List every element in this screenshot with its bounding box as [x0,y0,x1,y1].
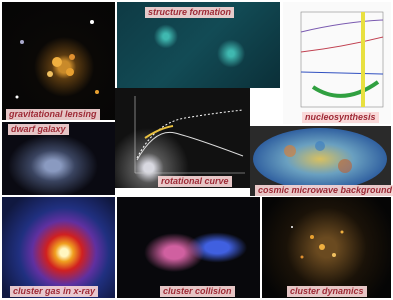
rotation-curve-image [115,88,250,188]
panel-label: rotational curve [158,176,232,187]
lensing-image [2,2,115,120]
collage: gravitational lensing structure formatio… [0,0,393,300]
panel-label: gravitational lensing [6,109,100,120]
panel-label: dwarf galaxy [8,124,69,135]
lensing-stars [2,2,115,120]
panel-label: cluster gas in x-ray [10,286,98,297]
dynamics-stars [262,197,391,298]
panel-label: cluster collision [160,286,235,297]
nucleosynthesis-plot [283,2,391,124]
panel-label: cluster dynamics [287,286,367,297]
panel-label: nucleosynthesis [302,112,379,123]
panel-label: cosmic microwave background [255,185,393,196]
xray-image [2,197,115,298]
rotation-curve-lines [115,88,250,188]
collision-image [117,197,260,298]
nucleosynthesis-lines [283,2,391,124]
dynamics-image [262,197,391,298]
panel-label: structure formation [145,7,234,18]
